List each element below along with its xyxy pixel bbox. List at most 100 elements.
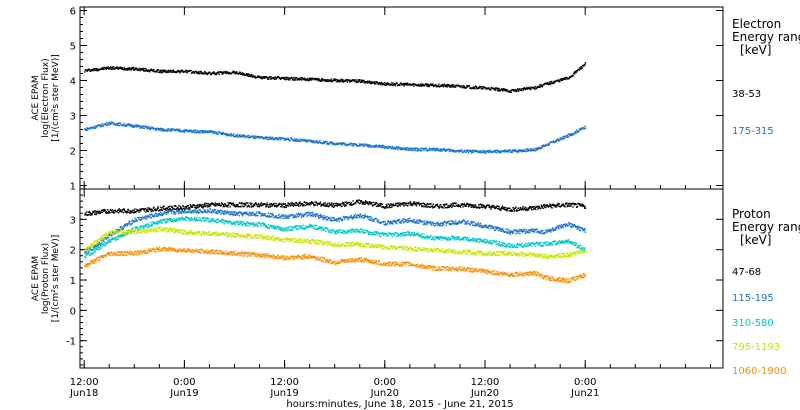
data-point [244, 223, 246, 225]
data-point [138, 209, 141, 211]
data-point [278, 227, 280, 229]
data-point [331, 204, 334, 207]
data-point [521, 149, 524, 152]
data-point [175, 218, 177, 221]
data-point [568, 133, 570, 135]
data-point [460, 85, 463, 87]
data-point [453, 202, 456, 204]
data-point [248, 222, 251, 224]
data-point [255, 211, 258, 213]
data-point [189, 218, 192, 220]
data-point [246, 213, 248, 215]
data-point [341, 142, 344, 144]
data-point [475, 225, 478, 227]
data-point [300, 79, 303, 81]
data-point [548, 83, 550, 86]
data-point [94, 246, 96, 248]
data-point [340, 143, 343, 145]
data-point [151, 126, 153, 128]
data-point [324, 80, 326, 82]
data-point [168, 205, 171, 208]
data-point [308, 79, 310, 81]
data-point [576, 131, 579, 134]
data-point [500, 89, 503, 91]
data-point [113, 122, 115, 125]
data-point [331, 205, 333, 208]
data-point [108, 122, 110, 124]
data-point [208, 220, 211, 223]
data-point [326, 78, 328, 81]
data-point [357, 214, 360, 216]
data-point [330, 142, 333, 145]
data-point [301, 203, 303, 206]
data-point [584, 125, 586, 127]
data-point [263, 224, 266, 226]
data-point [93, 213, 96, 215]
data-point [271, 205, 273, 208]
data-point [380, 202, 383, 205]
data-point [283, 227, 285, 230]
data-point [170, 220, 173, 223]
data-point [424, 206, 427, 208]
data-point [574, 225, 576, 227]
data-point [187, 208, 189, 211]
data-point [470, 206, 473, 209]
data-point [237, 224, 239, 226]
data-point [280, 214, 283, 217]
data-point [468, 150, 471, 152]
data-point [359, 214, 361, 216]
data-point [535, 208, 537, 211]
data-point [327, 218, 329, 220]
data-point [484, 152, 486, 154]
data-point [147, 223, 149, 225]
data-point [350, 214, 352, 217]
data-point [113, 210, 115, 212]
data-point [319, 213, 322, 216]
data-point [259, 205, 261, 208]
data-point [317, 215, 319, 217]
data-point [142, 127, 145, 129]
data-point [183, 129, 185, 132]
data-point [167, 218, 169, 220]
data-point [451, 84, 454, 86]
data-point [151, 209, 154, 211]
data-point [250, 204, 252, 206]
data-point [125, 68, 127, 70]
data-point [233, 205, 235, 207]
data-point [193, 204, 196, 207]
data-point [171, 220, 174, 223]
data-point [352, 144, 354, 146]
data-point [132, 66, 135, 69]
data-point [355, 81, 357, 84]
data-point [210, 202, 213, 205]
data-point [375, 82, 377, 85]
data-point [414, 202, 417, 205]
data-point [159, 127, 162, 129]
data-point [350, 80, 353, 82]
data-point [502, 206, 505, 209]
data-point [537, 231, 539, 233]
data-point [204, 129, 207, 132]
data-point [539, 147, 542, 150]
data-point [303, 213, 306, 215]
data-point [563, 78, 566, 80]
data-point [324, 79, 327, 81]
data-point [327, 142, 329, 144]
data-point [184, 130, 187, 132]
data-point [440, 149, 442, 151]
data-point [137, 125, 140, 128]
data-point [315, 214, 317, 217]
data-point [260, 202, 262, 204]
data-point [208, 71, 211, 74]
data-point [146, 216, 148, 219]
data-point [194, 218, 196, 221]
data-point [91, 253, 93, 256]
data-point [121, 68, 123, 71]
data-point [136, 226, 138, 229]
data-point [97, 244, 100, 247]
data-point [406, 148, 408, 151]
data-point [421, 83, 424, 85]
data-point [91, 249, 93, 252]
data-point [220, 221, 222, 223]
data-point [305, 78, 307, 80]
